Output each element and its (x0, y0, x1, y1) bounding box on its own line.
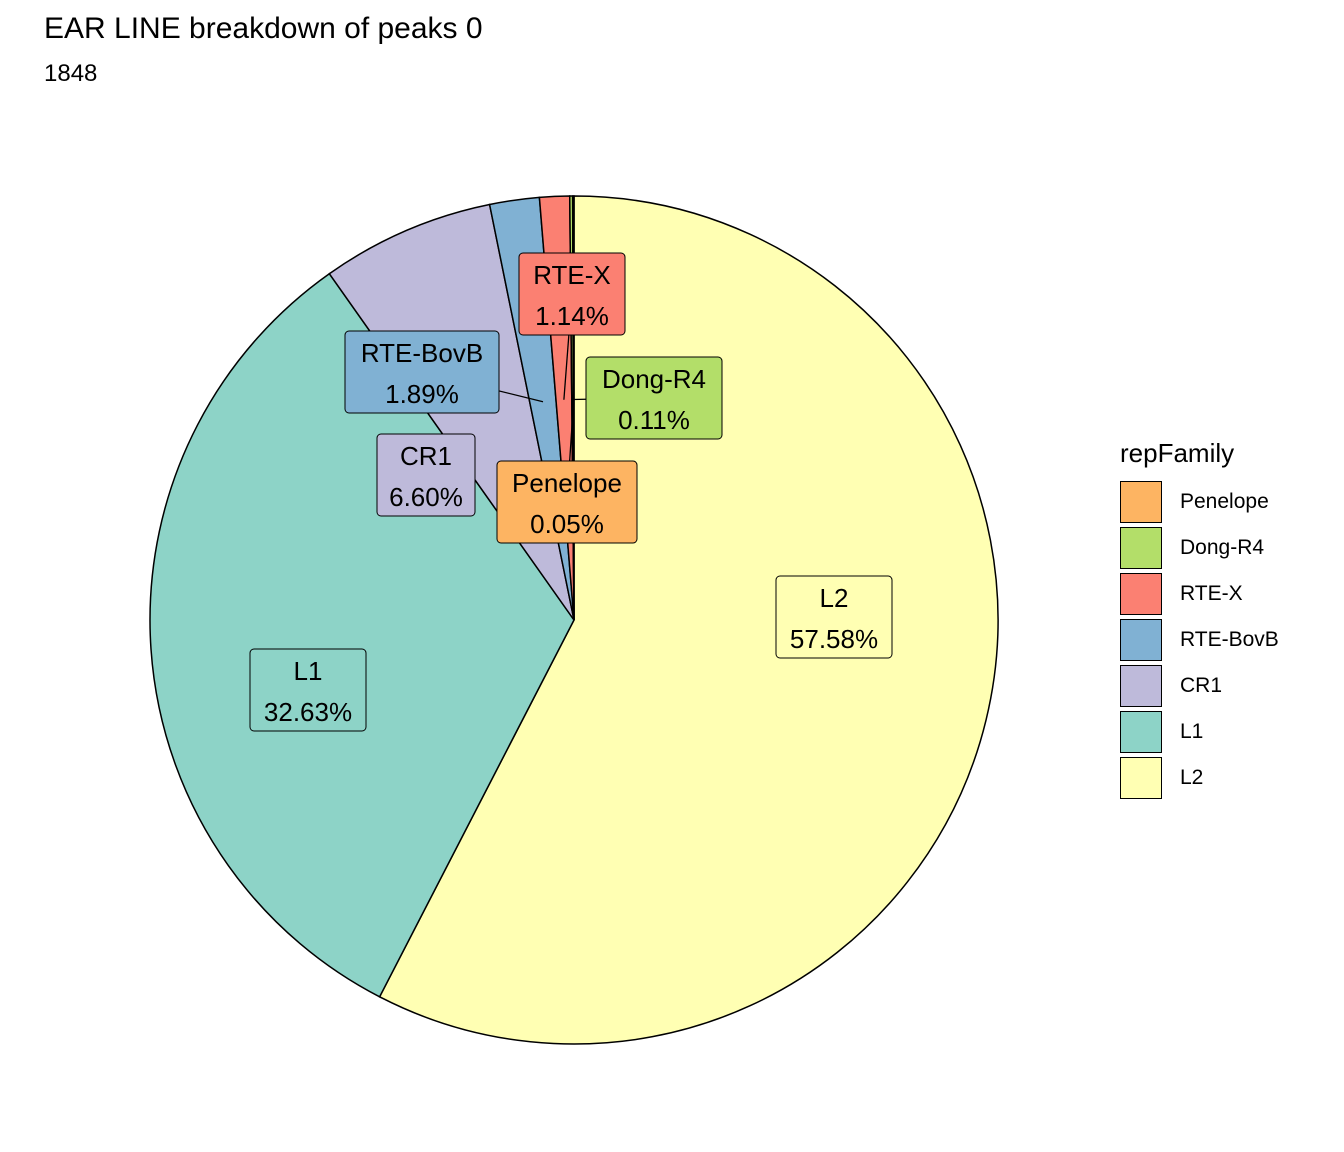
pie-slice-l1 (149, 272, 575, 998)
slice-label-dong-r4: Dong-R4 0.11% (585, 356, 723, 440)
slice-label-percent: 1.14% (535, 301, 609, 331)
legend-item-l1: L1 (1120, 709, 1279, 755)
slice-label-box (585, 356, 723, 440)
legend-items: Penelope Dong-R4 RTE-X RTE-BovB CR1 L1 L2 (1120, 479, 1279, 801)
chart-subtitle: 1848 (44, 60, 98, 87)
slice-label-percent: 57.58% (790, 624, 878, 654)
slice-label-box (518, 252, 626, 336)
slice-label-l1: L1 32.63% (249, 648, 367, 732)
legend-swatch (1120, 619, 1162, 661)
slice-label-rte-bovb: RTE-BovB 1.89% (344, 330, 500, 414)
legend-label: RTE-BovB (1180, 628, 1279, 651)
slice-label-rte-x: RTE-X 1.14% (518, 252, 626, 336)
slice-label-name: Dong-R4 (602, 364, 706, 394)
legend-label: CR1 (1180, 674, 1223, 697)
pie-chart: Penelope 0.05% Dong-R4 0.11% RTE-X 1.14% RTE-B… (149, 195, 999, 1045)
legend-label: L2 (1180, 766, 1204, 789)
slice-label-box (376, 433, 476, 517)
legend-swatch (1120, 573, 1162, 615)
legend-label: L1 (1180, 720, 1204, 743)
slice-label-percent: 0.11% (618, 405, 690, 435)
legend-swatch (1120, 481, 1162, 523)
slice-label-box (249, 648, 367, 732)
slice-label-box (775, 575, 893, 659)
legend: repFamily Penelope Dong-R4 RTE-X RTE-BovB CR… (1120, 438, 1279, 801)
legend-swatch (1120, 665, 1162, 707)
legend-label: Penelope (1180, 490, 1269, 513)
legend-title: repFamily (1120, 438, 1235, 468)
legend-label: Dong-R4 (1180, 536, 1265, 559)
legend-swatch (1120, 711, 1162, 753)
slice-label-cr1: CR1 6.60% (376, 433, 476, 517)
legend-swatch (1120, 527, 1162, 569)
slice-label-name: RTE-BovB (361, 338, 483, 368)
slice-label-percent: 0.05% (530, 509, 604, 539)
slice-label-box (496, 460, 638, 544)
slice-label-name: Penelope (512, 468, 622, 498)
slice-label-percent: 32.63% (264, 697, 352, 727)
slice-label-percent: 1.89% (385, 379, 459, 409)
legend-swatch (1120, 757, 1162, 799)
legend-label: RTE-X (1180, 582, 1243, 605)
slice-label-l2: L2 57.58% (775, 575, 893, 659)
chart-title: EAR LINE breakdown of peaks 0 (44, 12, 483, 45)
slice-label-name: L2 (820, 583, 849, 613)
slice-label-name: L1 (294, 656, 323, 686)
legend-item-l2: L2 (1120, 755, 1279, 801)
pie-slice-l2 (378, 195, 999, 1045)
legend-item-penelope: Penelope (1120, 479, 1279, 525)
slice-label-name: RTE-X (533, 260, 611, 290)
slice-label-box (344, 330, 500, 414)
slice-label-percent: 6.60% (389, 482, 463, 512)
slice-label-name: CR1 (400, 441, 452, 471)
legend-item-dong-r4: Dong-R4 (1120, 525, 1279, 571)
slice-label-penelope: Penelope 0.05% (496, 460, 638, 544)
legend-item-rte-x: RTE-X (1120, 571, 1279, 617)
legend-item-cr1: CR1 (1120, 663, 1279, 709)
legend-item-rte-bovb: RTE-BovB (1120, 617, 1279, 663)
